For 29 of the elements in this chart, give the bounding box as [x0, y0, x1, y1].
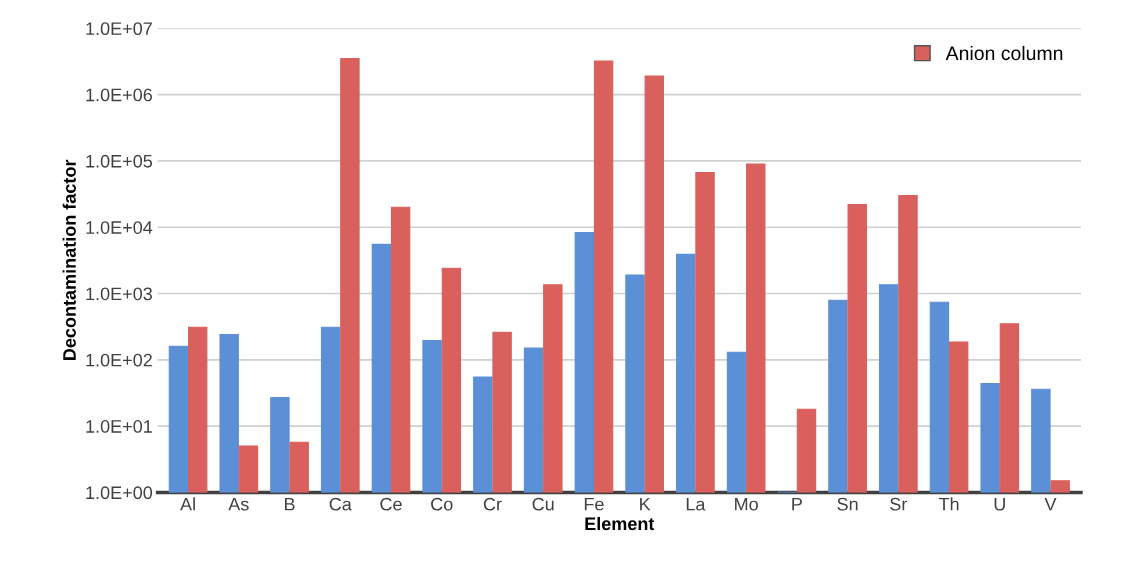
x-tick-label: Mo: [735, 497, 758, 511]
y-tick-label: 1.0E+02: [86, 353, 152, 367]
x-tick-label: Al: [180, 497, 195, 511]
y-tick-label: 1.0E+06: [86, 88, 152, 102]
legend-label: Anion column: [945, 45, 1063, 61]
x-tick-label: Ce: [380, 497, 402, 511]
x-tick-label: U: [994, 497, 1005, 511]
x-tick-label: V: [1044, 497, 1057, 511]
y-tick-label: 1.0E+04: [86, 221, 153, 234]
x-tick-label: Th: [938, 497, 959, 511]
x-tick-label: As: [228, 497, 249, 511]
x-tick-label: Co: [431, 497, 453, 511]
y-tick-label: 1.0E+03: [86, 287, 152, 301]
x-tick-label: B: [285, 497, 295, 511]
x-tick-label: Fe: [584, 497, 604, 511]
x-tick-label: Sn: [837, 497, 858, 511]
x-tick-label: Cu: [532, 497, 554, 511]
y-tick-label: 1.0E+00: [86, 486, 153, 500]
y-tick-label: 1.0E+07: [86, 22, 152, 36]
y-tick-label: 1.0E+05: [86, 154, 153, 168]
y-axis-title: Decontamination factor: [62, 159, 76, 360]
x-tick-label: Sr: [890, 497, 908, 511]
x-axis-title: Element: [585, 516, 655, 531]
x-tick-label: Cr: [483, 497, 502, 511]
x-tick-label: La: [686, 497, 706, 511]
x-tick-label: P: [792, 497, 802, 511]
x-tick-label: K: [640, 497, 651, 511]
y-tick-label: 1.0E+01: [86, 420, 152, 433]
x-tick-label: Ca: [329, 497, 352, 511]
